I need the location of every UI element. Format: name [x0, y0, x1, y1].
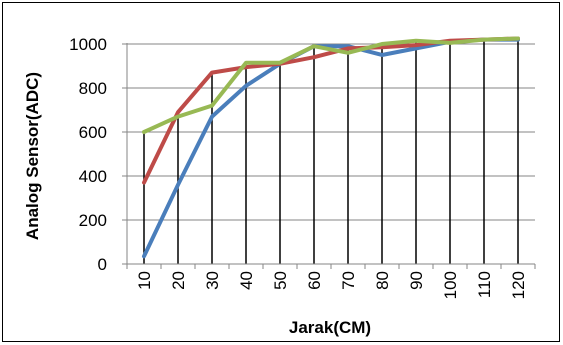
gridlines [127, 43, 535, 221]
drop-lines [143, 38, 519, 264]
x-tick-label: 80 [373, 271, 392, 290]
x-tick-label: 30 [203, 271, 222, 290]
x-axis-title: Jarak(CM) [289, 318, 371, 337]
series-line-1 [142, 37, 520, 259]
y-tick-label: 600 [79, 123, 107, 142]
x-tick-labels: 10 20 30 40 50 60 70 80 90 100 110 120 [135, 271, 528, 299]
y-tick-labels: 0 200 400 600 800 1000 [69, 35, 107, 274]
axes [122, 43, 536, 269]
x-tick-label: 50 [271, 271, 290, 290]
y-tick-label: 200 [79, 211, 107, 230]
x-tick-label: 40 [237, 271, 256, 290]
x-tick-label: 60 [305, 271, 324, 290]
y-tick-label: 400 [79, 167, 107, 186]
y-tick-label: 0 [98, 255, 107, 274]
x-tick-label: 90 [407, 271, 426, 290]
y-tick-label: 800 [79, 79, 107, 98]
y-axis-title: Analog Sensor(ADC) [23, 72, 42, 240]
x-tick-label: 70 [339, 271, 358, 290]
x-tick-label: 100 [441, 271, 460, 299]
y-tick-label: 1000 [69, 35, 107, 54]
x-tick-label: 110 [475, 271, 494, 298]
x-tick-label: 20 [169, 271, 188, 290]
series-line-3 [142, 36, 520, 134]
chart-frame: 0 200 400 600 800 1000 10 20 30 40 50 60 70 80 90 100 1… [2, 2, 560, 342]
x-tick-label: 10 [135, 271, 154, 290]
series-lines [142, 36, 520, 259]
x-tick-label: 120 [509, 271, 528, 299]
